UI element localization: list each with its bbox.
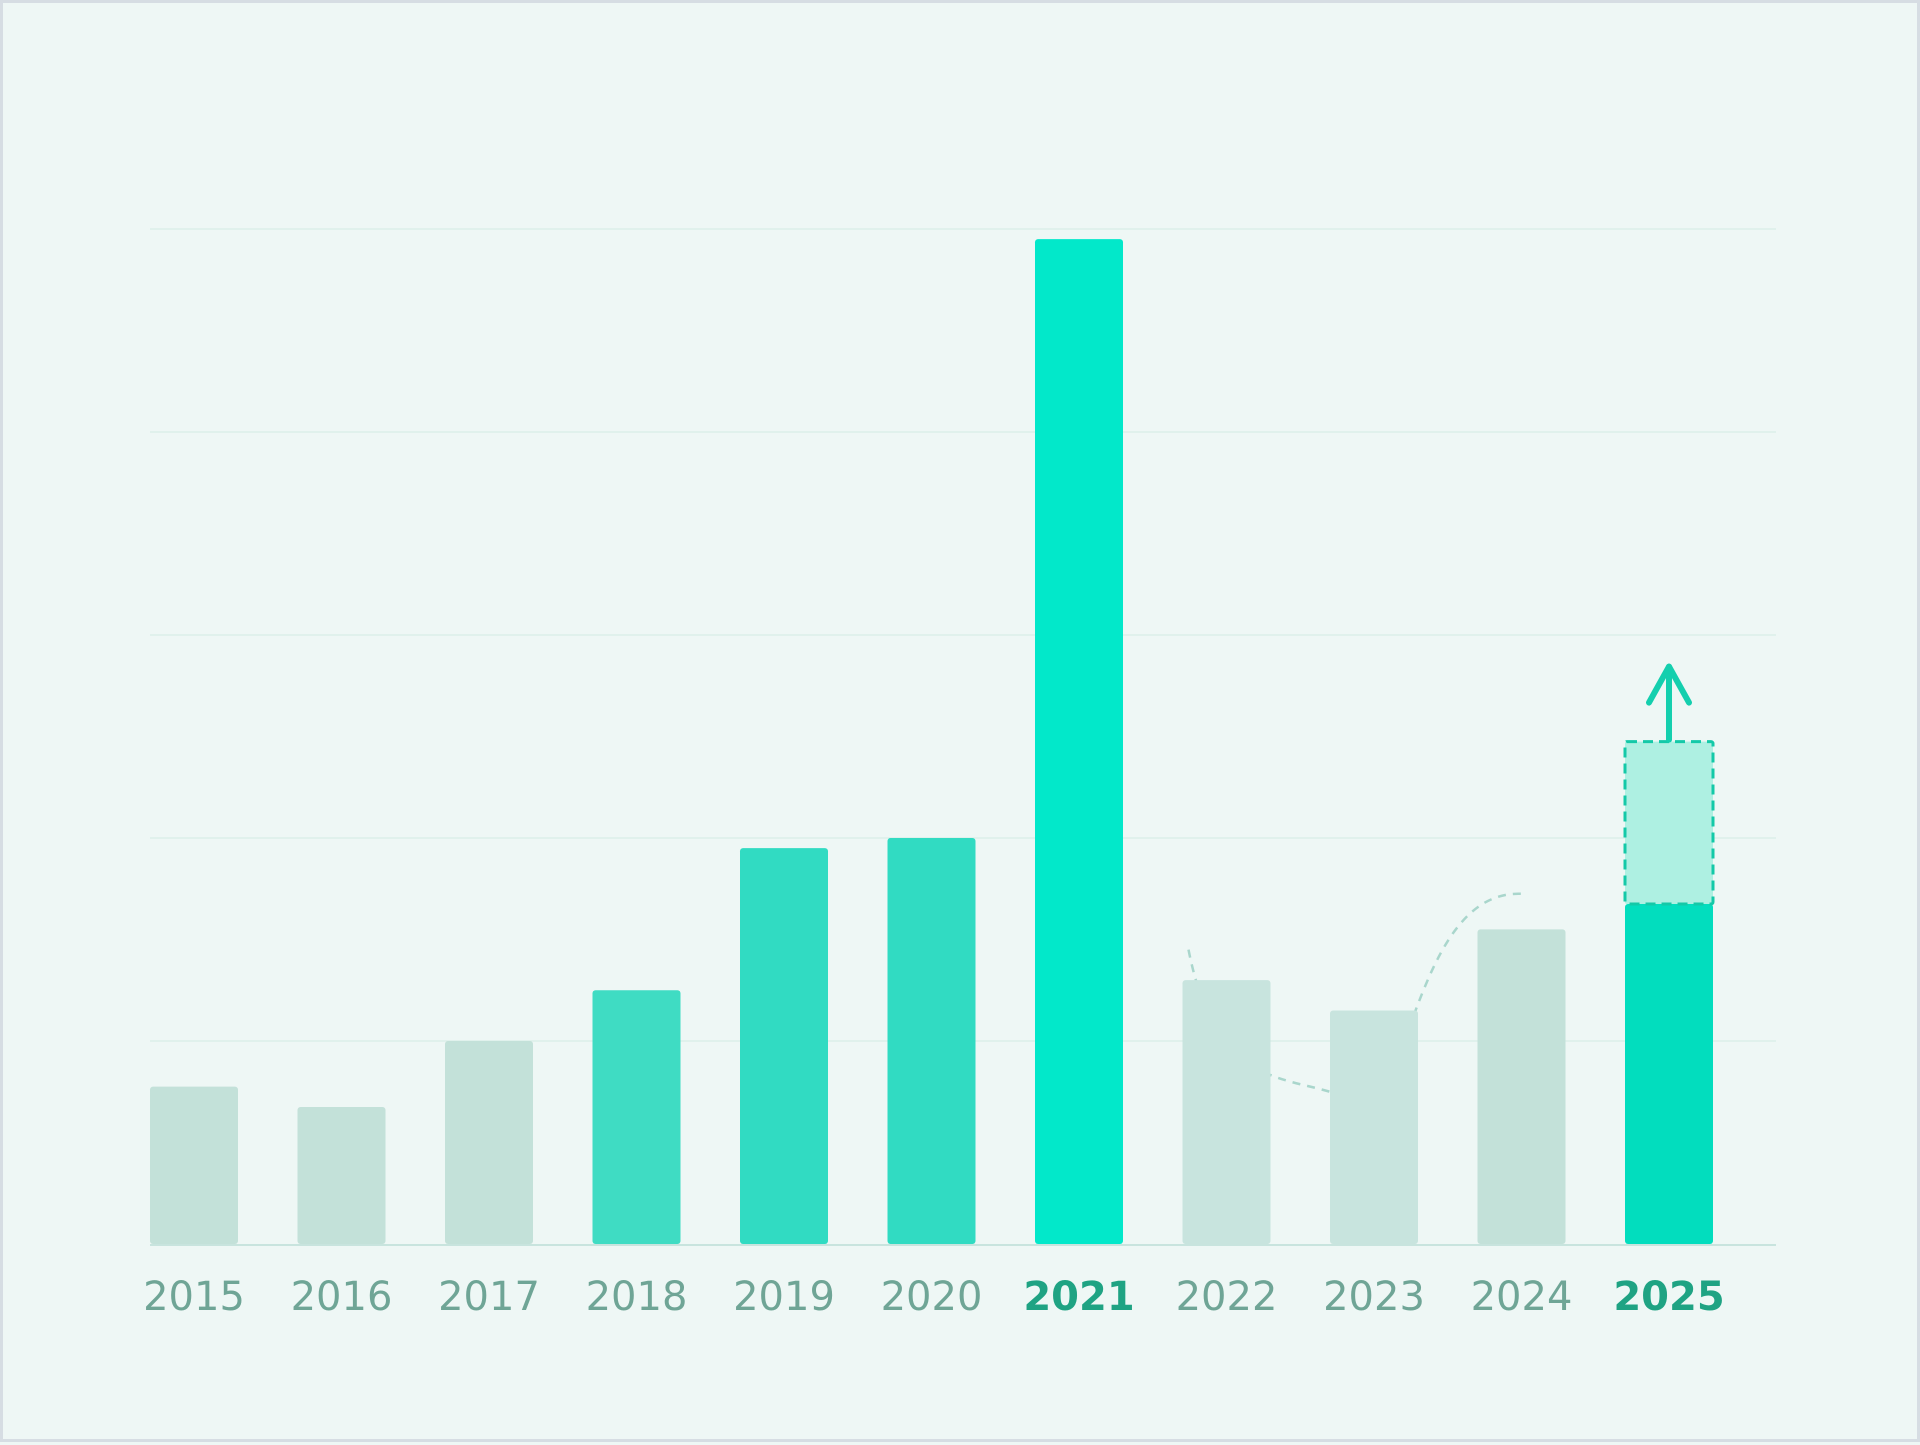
bar-2023 xyxy=(1330,1010,1418,1244)
bar-2021 xyxy=(1035,239,1123,1244)
bar-2020 xyxy=(887,838,976,1244)
bars xyxy=(150,239,1713,1244)
bar-2017 xyxy=(445,1041,533,1244)
x-tick-label-2020: 2020 xyxy=(881,1274,983,1320)
x-tick-label-2015: 2015 xyxy=(143,1274,245,1320)
bar-chart: 2015 2016 2017 2018 2019 2020 2021 2022 2023 2024… xyxy=(143,228,1776,1320)
bar-2025 xyxy=(1625,903,1713,1244)
x-tick-label-2018: 2018 xyxy=(586,1274,688,1320)
bar-2019 xyxy=(740,848,828,1244)
projection xyxy=(1623,663,1715,906)
bar-2016 xyxy=(297,1106,386,1244)
x-tick-label-2017: 2017 xyxy=(438,1274,540,1320)
bar-2024 xyxy=(1477,929,1566,1244)
bar-2015 xyxy=(150,1086,238,1244)
bar-2018 xyxy=(592,990,681,1244)
x-tick-labels: 2015 2016 2017 2018 2019 2020 2021 2022 2023 2024… xyxy=(143,1274,1725,1320)
x-tick-label-2025: 2025 xyxy=(1613,1274,1724,1320)
x-tick-label-2024: 2024 xyxy=(1471,1274,1573,1320)
x-tick-label-2022: 2022 xyxy=(1176,1274,1278,1320)
x-tick-label-2023: 2023 xyxy=(1323,1274,1425,1320)
x-tick-label-2019: 2019 xyxy=(733,1274,835,1320)
x-tick-label-2021: 2021 xyxy=(1023,1274,1134,1320)
bar-2022 xyxy=(1182,980,1271,1244)
arrow-head xyxy=(1646,663,1692,706)
x-tick-label-2016: 2016 xyxy=(291,1274,393,1320)
projection-box xyxy=(1623,740,1715,906)
